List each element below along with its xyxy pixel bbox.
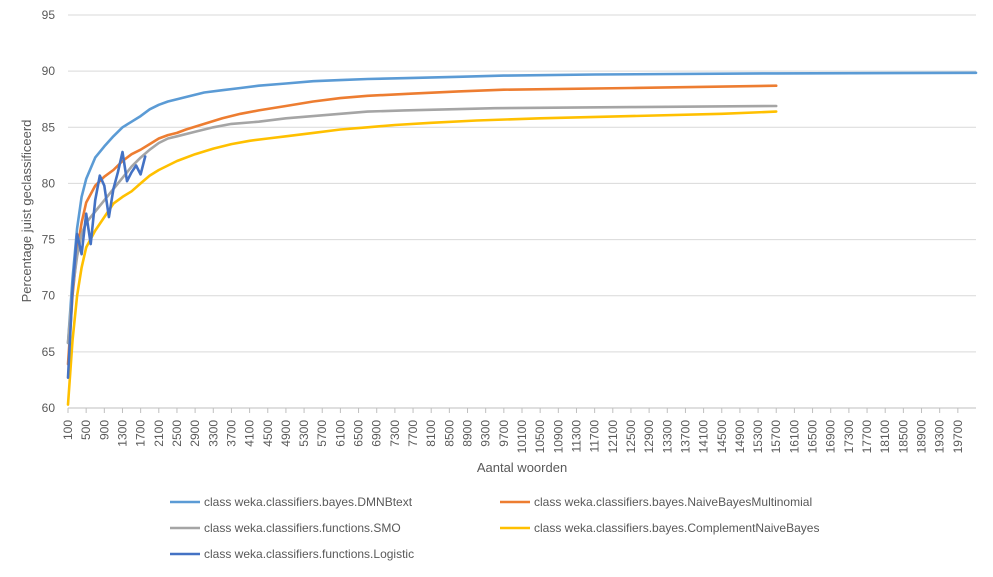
x-tick-label: 10100: [515, 420, 529, 454]
x-tick-label: 13300: [660, 420, 674, 454]
series-lines: [66, 71, 978, 406]
legend-label-4: class weka.classifiers.functions.Logisti…: [204, 547, 414, 561]
x-tick-label: 13700: [678, 420, 692, 454]
legend-label-0: class weka.classifiers.bayes.DMNBtext: [204, 495, 413, 509]
x-tick-label: 2500: [170, 420, 184, 447]
y-tick-label: 90: [42, 64, 56, 78]
x-tick-label: 15300: [751, 420, 765, 454]
y-tick-label: 95: [42, 8, 56, 22]
x-tick-label: 10900: [551, 420, 565, 454]
x-tick-label: 14900: [733, 420, 747, 454]
x-tick-label: 11300: [569, 420, 583, 453]
y-tick-label: 70: [42, 289, 56, 303]
x-tick-label: 5300: [297, 420, 311, 447]
x-tick-label: 1300: [115, 420, 129, 447]
legend-label-3: class weka.classifiers.bayes.ComplementN…: [534, 521, 819, 535]
series-line-3: [66, 110, 778, 406]
x-tick-label: 8500: [442, 420, 456, 447]
x-tick-label: 8100: [424, 420, 438, 447]
x-tick-label: 18900: [915, 420, 929, 454]
x-tick-label: 900: [97, 420, 111, 440]
x-tick-label: 9300: [479, 420, 493, 447]
x-tick-label: 2900: [188, 420, 202, 447]
x-tick-label: 16100: [787, 420, 801, 454]
series-line-2: [66, 104, 778, 345]
y-axis-title: Percentage juist geclassificeerd: [19, 120, 34, 303]
x-tick-label: 3700: [224, 420, 238, 447]
x-tick-label: 4900: [279, 420, 293, 447]
x-tick-label: 500: [79, 420, 93, 440]
x-tick-label: 14100: [697, 420, 711, 454]
x-tick-label: 16500: [806, 420, 820, 454]
legend: class weka.classifiers.bayes.DMNBtext cla…: [170, 495, 819, 561]
x-tick-label: 16900: [824, 420, 838, 454]
x-tick-label: 12100: [606, 420, 620, 454]
y-tick-label: 65: [42, 345, 56, 359]
x-tick-label: 8900: [461, 420, 475, 447]
x-tick-label: 15700: [769, 420, 783, 454]
x-axis-title: Aantal woorden: [477, 460, 567, 475]
x-tick-label: 2100: [152, 420, 166, 447]
legend-label-2: class weka.classifiers.functions.SMO: [204, 521, 401, 535]
y-tick-label: 60: [42, 401, 56, 415]
x-tick-label: 10500: [533, 420, 547, 454]
x-tick-label: 4500: [261, 420, 275, 447]
x-tick-label: 4100: [243, 420, 257, 447]
series-line-4: [66, 150, 147, 380]
y-tick-label: 75: [42, 233, 56, 247]
x-tick-label: 14500: [715, 420, 729, 454]
x-tick-label: 7300: [388, 420, 402, 447]
x-tick-label: 18100: [878, 420, 892, 454]
legend-label-1: class weka.classifiers.bayes.NaiveBayesM…: [534, 495, 812, 509]
x-tick-label: 6500: [352, 420, 366, 447]
x-axis: 100 500 900 1300 1700 2100 2500 2900 3300 3700 410…: [61, 408, 965, 453]
x-tick-label: 17700: [860, 420, 874, 454]
x-tick-label: 1700: [134, 420, 148, 447]
y-tick-label: 85: [42, 120, 56, 134]
y-tick-label: 80: [42, 176, 56, 190]
x-tick-label: 17300: [842, 420, 856, 454]
x-tick-label: 6100: [333, 420, 347, 447]
x-tick-label: 18500: [896, 420, 910, 454]
y-axis: 60 65 70 75 80 85 90 95: [42, 8, 56, 415]
x-tick-label: 5700: [315, 420, 329, 447]
series-line-1: [66, 84, 778, 366]
x-tick-label: 11700: [588, 420, 602, 453]
x-tick-label: 7700: [406, 420, 420, 447]
series-line-0: [66, 71, 978, 345]
x-tick-label: 6900: [370, 420, 384, 447]
x-tick-label: 19700: [951, 420, 965, 454]
x-tick-label: 12500: [624, 420, 638, 454]
x-tick-label: 19300: [933, 420, 947, 454]
x-tick-label: 12900: [642, 420, 656, 454]
x-tick-label: 3300: [206, 420, 220, 447]
x-tick-label: 9700: [497, 420, 511, 447]
x-tick-label: 100: [61, 420, 75, 440]
